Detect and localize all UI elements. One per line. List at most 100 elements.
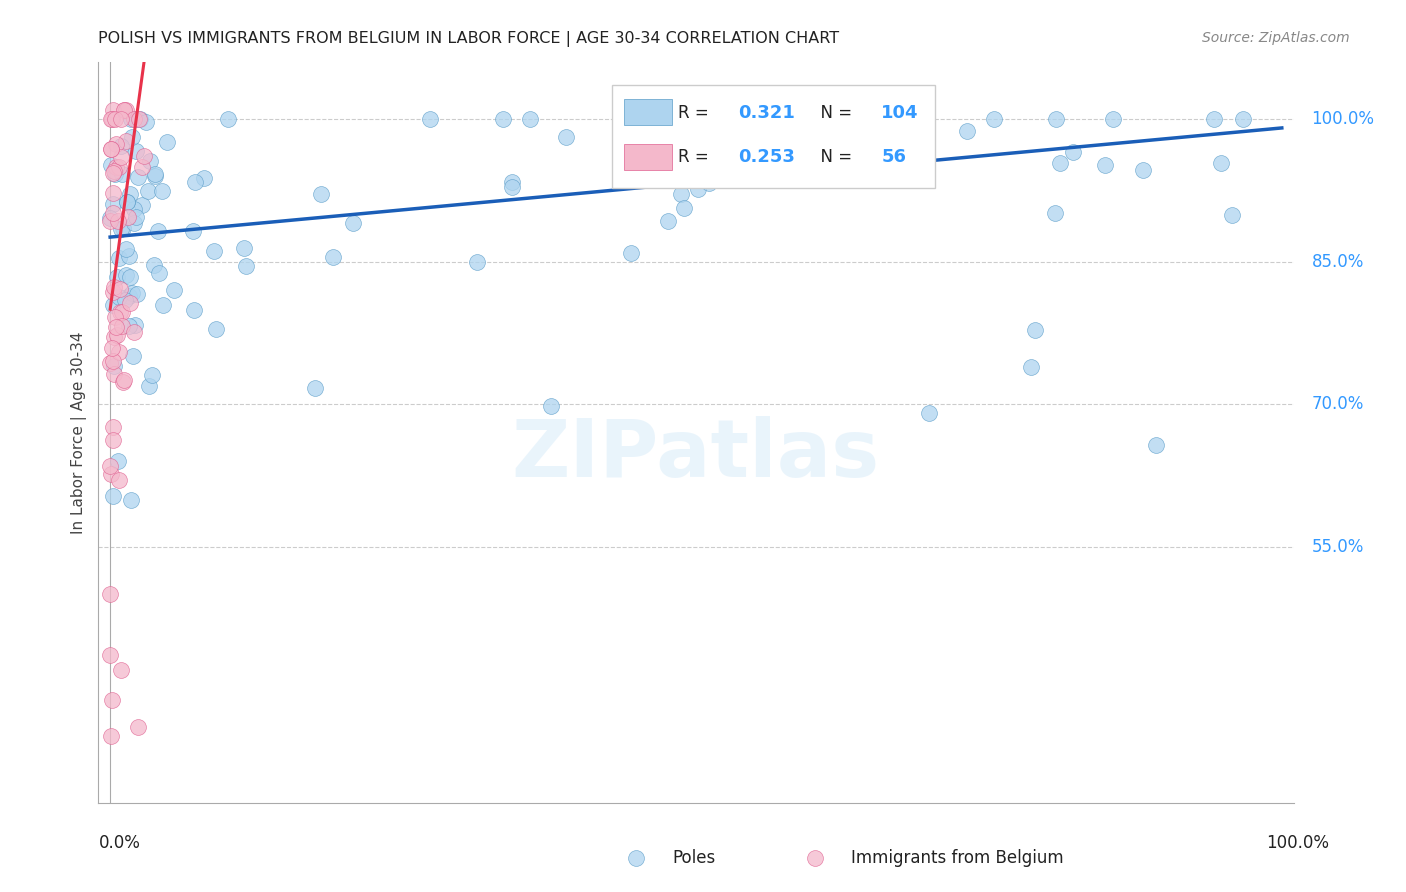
- Point: [127, 169, 149, 184]
- Text: 85.0%: 85.0%: [1312, 252, 1364, 271]
- Point: [1094, 158, 1116, 172]
- Point: [1232, 112, 1254, 127]
- Point: [152, 297, 174, 311]
- Point: [1102, 112, 1125, 127]
- Point: [112, 103, 135, 117]
- Point: [115, 194, 138, 209]
- Point: [908, 131, 931, 145]
- Point: [688, 182, 710, 196]
- Point: [111, 318, 134, 333]
- Point: [98, 356, 121, 370]
- Point: [118, 296, 141, 310]
- Point: [118, 289, 141, 303]
- Point: [108, 305, 131, 319]
- Point: [103, 279, 125, 293]
- Point: [101, 186, 124, 200]
- Point: [150, 184, 173, 198]
- FancyBboxPatch shape: [612, 85, 935, 188]
- Point: [634, 127, 657, 141]
- Point: [110, 112, 132, 127]
- Point: [1202, 112, 1225, 127]
- Point: [103, 285, 125, 300]
- Point: [202, 244, 225, 258]
- Point: [501, 175, 523, 189]
- Text: Source: ZipAtlas.com: Source: ZipAtlas.com: [1202, 31, 1350, 45]
- Point: [101, 353, 124, 368]
- Point: [104, 168, 127, 182]
- Point: [101, 419, 124, 434]
- Text: 0.321: 0.321: [738, 103, 794, 122]
- Text: POLISH VS IMMIGRANTS FROM BELGIUM IN LABOR FORCE | AGE 30-34 CORRELATION CHART: POLISH VS IMMIGRANTS FROM BELGIUM IN LAB…: [98, 31, 839, 47]
- Point: [120, 112, 142, 127]
- Point: [124, 216, 146, 230]
- Point: [132, 149, 155, 163]
- Point: [104, 160, 127, 174]
- Point: [740, 163, 762, 178]
- Point: [112, 103, 135, 117]
- Point: [100, 730, 122, 744]
- Point: [956, 124, 979, 138]
- Point: [146, 224, 169, 238]
- Point: [1019, 359, 1042, 374]
- Point: [118, 319, 141, 334]
- Point: [129, 112, 152, 127]
- Point: [98, 648, 121, 663]
- Point: [107, 290, 129, 304]
- Point: [121, 286, 143, 301]
- Point: [125, 144, 148, 158]
- Point: [110, 138, 132, 153]
- Point: [131, 160, 153, 174]
- Text: Poles: Poles: [672, 849, 716, 867]
- Point: [673, 201, 696, 215]
- Point: [233, 242, 256, 256]
- Point: [136, 184, 159, 198]
- Point: [1144, 438, 1167, 452]
- Text: 55.0%: 55.0%: [1312, 538, 1364, 556]
- Point: [111, 305, 134, 319]
- Point: [918, 406, 941, 420]
- Point: [100, 693, 122, 707]
- Point: [122, 202, 145, 217]
- Point: [103, 330, 125, 344]
- Point: [156, 135, 179, 149]
- Point: [619, 245, 641, 260]
- Point: [139, 154, 162, 169]
- Point: [138, 379, 160, 393]
- Text: 0.253: 0.253: [738, 148, 794, 166]
- Point: [1024, 323, 1046, 337]
- Text: ZIPatlas: ZIPatlas: [512, 416, 880, 494]
- Text: 100.0%: 100.0%: [1312, 111, 1375, 128]
- Point: [100, 587, 122, 601]
- Point: [110, 150, 132, 164]
- Point: [465, 255, 488, 269]
- Point: [101, 206, 124, 220]
- Point: [122, 350, 145, 364]
- Point: [183, 175, 205, 189]
- Point: [492, 112, 515, 127]
- Point: [683, 164, 706, 178]
- Point: [112, 373, 135, 387]
- Point: [100, 341, 122, 355]
- Point: [100, 158, 122, 172]
- Text: 100.0%: 100.0%: [1265, 834, 1329, 852]
- Point: [104, 319, 127, 334]
- Point: [115, 195, 138, 210]
- Point: [110, 221, 132, 235]
- Point: [115, 268, 138, 282]
- Point: [118, 269, 141, 284]
- Point: [142, 258, 165, 272]
- Text: 104: 104: [882, 103, 918, 122]
- Point: [108, 282, 131, 296]
- Point: [183, 303, 205, 318]
- Point: [1062, 145, 1084, 159]
- Point: [342, 216, 364, 230]
- Point: [128, 112, 150, 127]
- Point: [108, 160, 131, 174]
- Point: [111, 167, 134, 181]
- Point: [143, 167, 166, 181]
- Point: [122, 112, 145, 127]
- Point: [204, 322, 226, 336]
- Point: [124, 318, 146, 333]
- Text: N =: N =: [810, 103, 856, 122]
- Point: [304, 381, 326, 395]
